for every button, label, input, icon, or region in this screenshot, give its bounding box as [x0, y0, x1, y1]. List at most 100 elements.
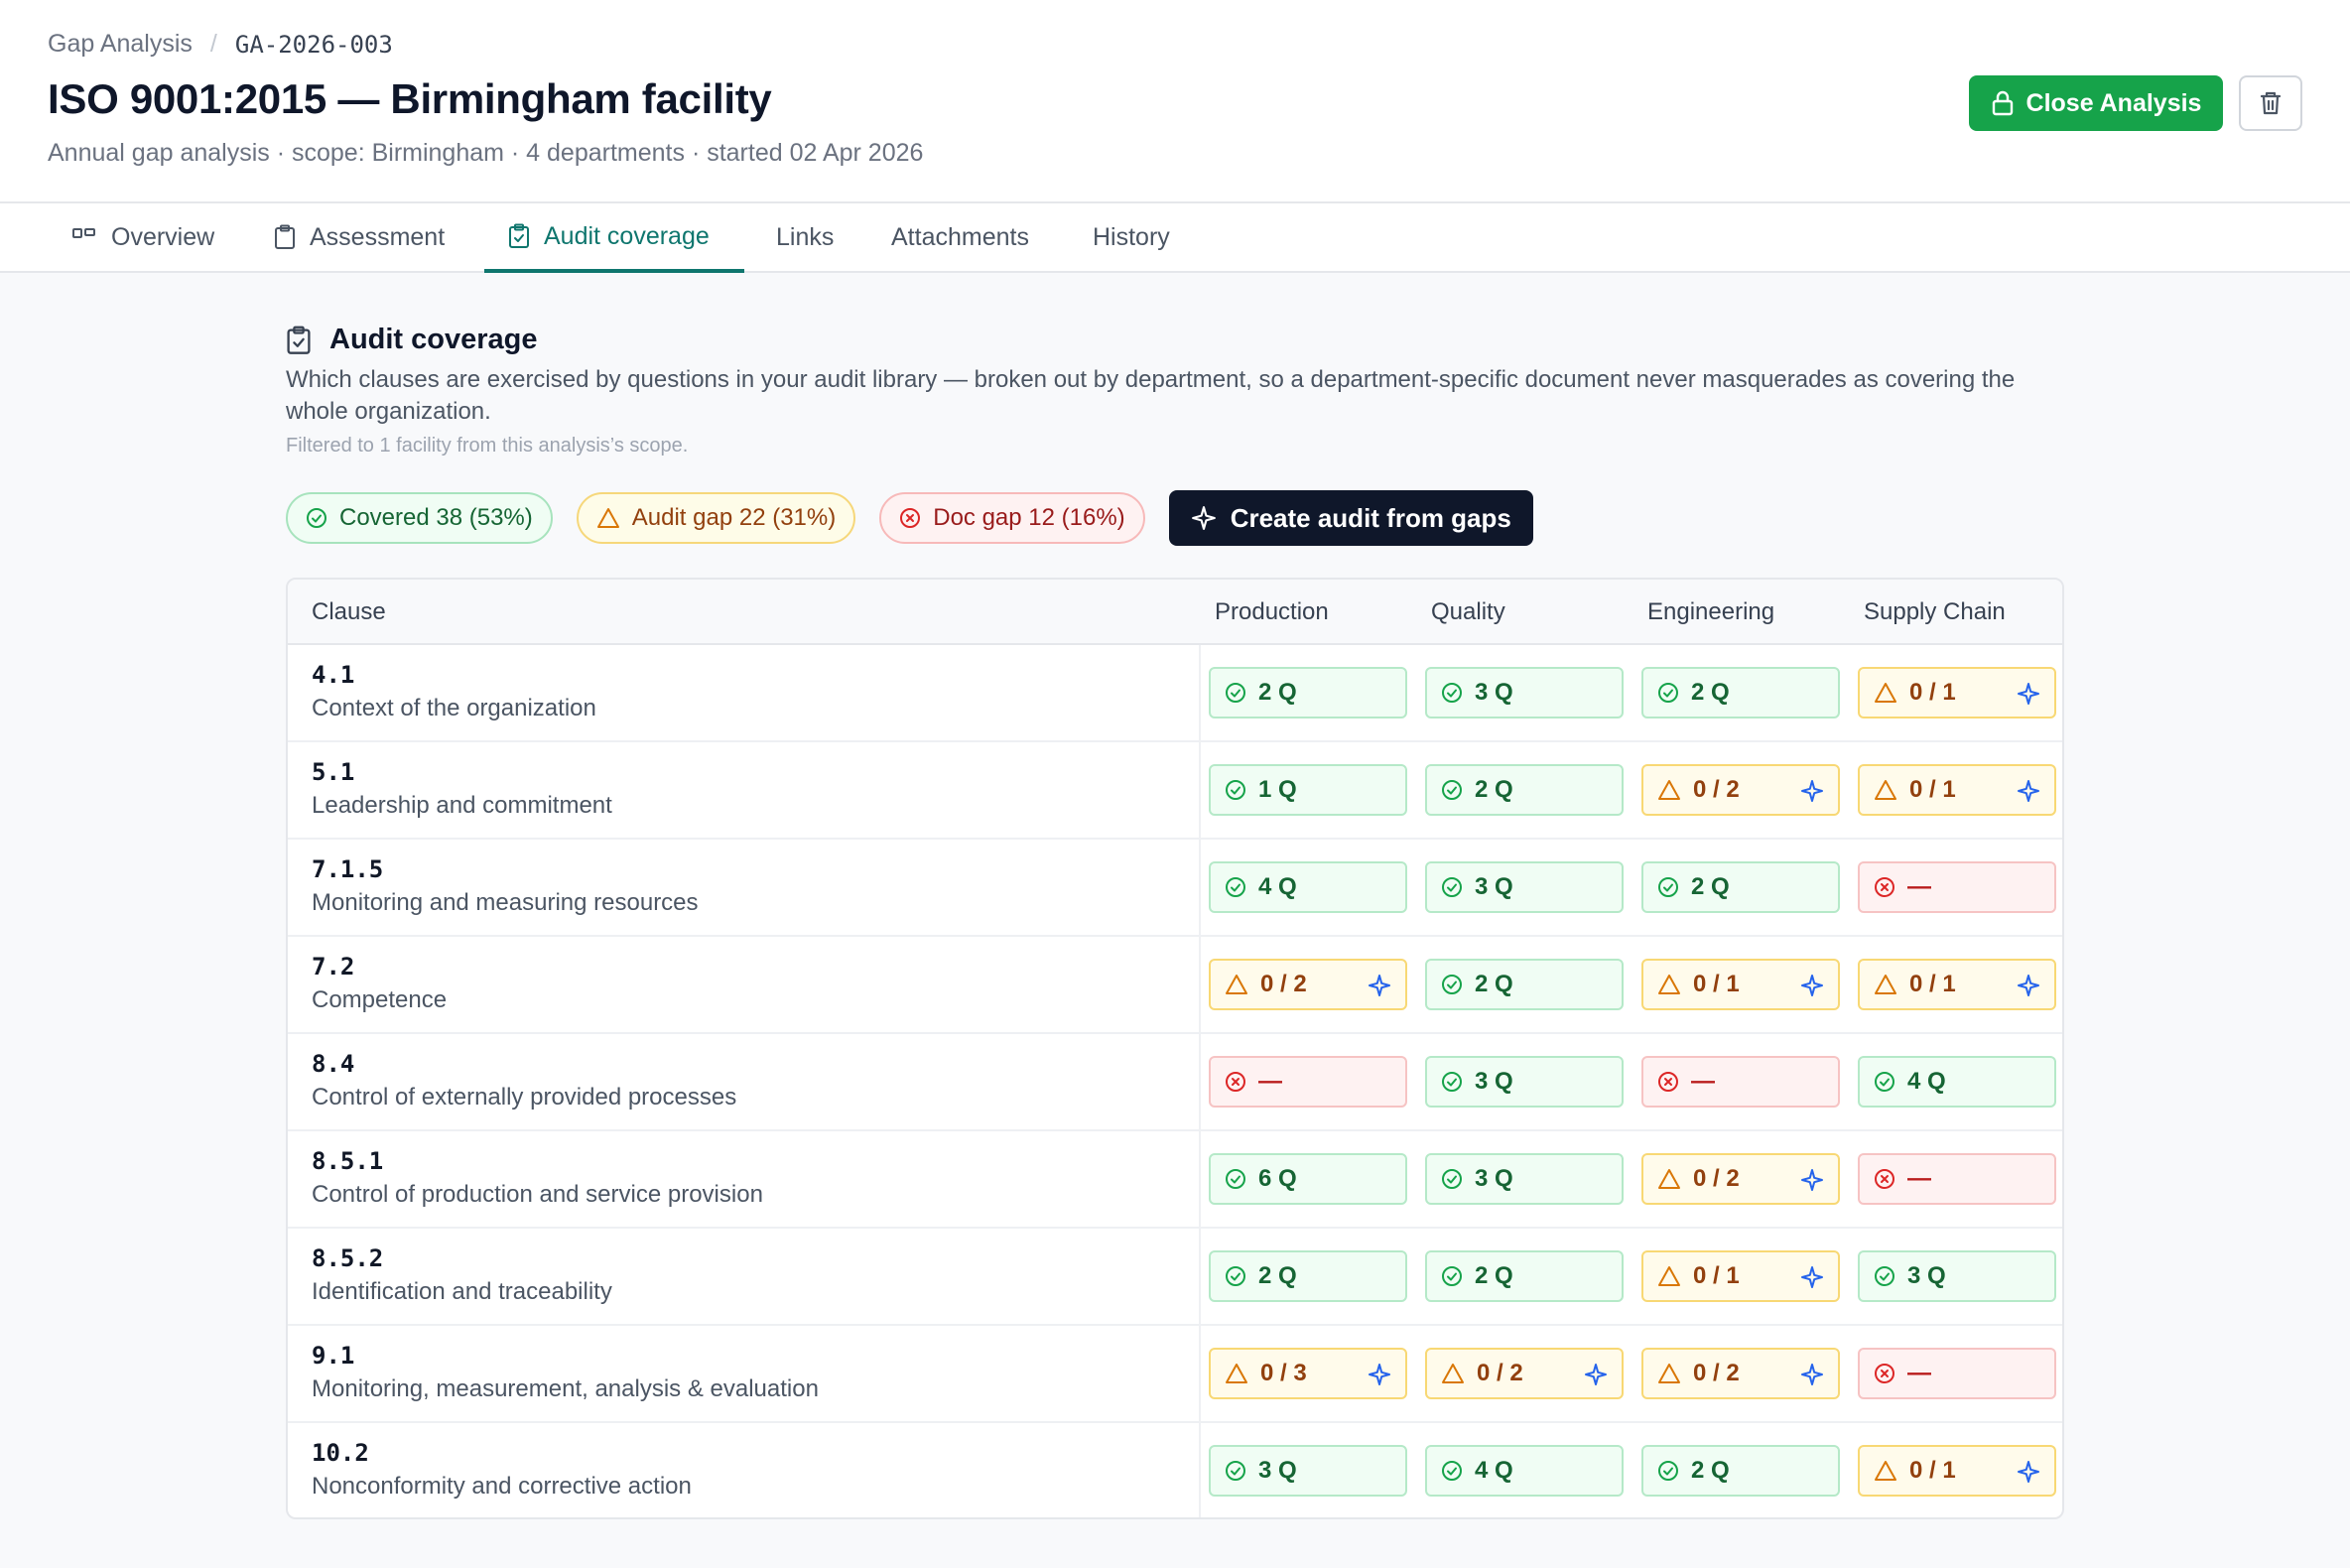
- coverage-cell-production[interactable]: 2 Q: [1209, 1250, 1407, 1302]
- clause-name: Context of the organization: [312, 695, 596, 721]
- coverage-value: —: [1907, 1165, 1931, 1192]
- warning-triangle-icon: [1874, 974, 1897, 995]
- coverage-cell-quality[interactable]: 0 / 2: [1425, 1348, 1624, 1399]
- check-circle-icon: [1225, 876, 1246, 898]
- coverage-value: 2 Q: [1475, 1262, 1513, 1289]
- sparkle-icon[interactable]: [1800, 974, 1824, 997]
- coverage-cell-engineering[interactable]: 2 Q: [1641, 667, 1840, 719]
- sparkle-icon[interactable]: [1800, 1168, 1824, 1192]
- coverage-cell-quality[interactable]: 4 Q: [1425, 1445, 1624, 1497]
- coverage-cell-quality[interactable]: 3 Q: [1425, 1056, 1624, 1108]
- breadcrumb-parent-link[interactable]: Gap Analysis: [48, 30, 193, 58]
- coverage-cell-supply-chain[interactable]: 0 / 1: [1858, 764, 2056, 816]
- sparkle-icon[interactable]: [1800, 1363, 1824, 1386]
- check-circle-icon: [1225, 682, 1246, 704]
- column-divider: [1199, 645, 1201, 1517]
- sparkle-icon[interactable]: [1800, 779, 1824, 803]
- coverage-cell-production[interactable]: 0 / 3: [1209, 1348, 1407, 1399]
- coverage-cell-supply-chain[interactable]: —: [1858, 1348, 2056, 1399]
- sparkle-icon[interactable]: [1368, 974, 1391, 997]
- tab-overview[interactable]: Overview: [48, 203, 238, 271]
- coverage-cell-engineering[interactable]: 0 / 1: [1641, 959, 1840, 1010]
- coverage-cell-supply-chain[interactable]: —: [1858, 861, 2056, 913]
- sparkle-icon[interactable]: [1800, 1265, 1824, 1289]
- coverage-cell-engineering[interactable]: 0 / 2: [1641, 1348, 1840, 1399]
- x-circle-icon: [1657, 1071, 1679, 1093]
- coverage-cell-production[interactable]: 3 Q: [1209, 1445, 1407, 1497]
- doc-gap-badge[interactable]: Doc gap 12 (16%): [879, 492, 1145, 544]
- coverage-value: 3 Q: [1907, 1262, 1946, 1289]
- coverage-cell-engineering[interactable]: 2 Q: [1641, 1445, 1840, 1497]
- page-subtitle: Annual gap analysis · scope: Birmingham …: [48, 139, 924, 167]
- check-circle-icon: [1225, 779, 1246, 801]
- coverage-cell-engineering[interactable]: 0 / 2: [1641, 764, 1840, 816]
- coverage-cell-production[interactable]: 2 Q: [1209, 667, 1407, 719]
- table-row: 9.1 Monitoring, measurement, analysis & e…: [288, 1326, 2062, 1423]
- coverage-cell-engineering[interactable]: 0 / 1: [1641, 1250, 1840, 1302]
- check-circle-icon: [1441, 1071, 1463, 1093]
- tab-assessment[interactable]: Assessment: [250, 203, 468, 271]
- coverage-value: 2 Q: [1691, 679, 1730, 706]
- coverage-value: 2 Q: [1475, 971, 1513, 997]
- coverage-cell-quality[interactable]: 2 Q: [1425, 1250, 1624, 1302]
- coverage-cell-quality[interactable]: 3 Q: [1425, 1153, 1624, 1205]
- tab-attachments-label: Attachments: [891, 222, 1029, 251]
- warning-triangle-icon: [1874, 682, 1897, 704]
- page-title: ISO 9001:2015 — Birmingham facility: [48, 75, 772, 122]
- tab-attachments[interactable]: Attachments: [867, 203, 1053, 271]
- sparkle-icon[interactable]: [1368, 1363, 1391, 1386]
- coverage-cell-production[interactable]: 6 Q: [1209, 1153, 1407, 1205]
- audit-gap-label: Audit gap 22 (31%): [631, 504, 837, 531]
- sparkle-icon[interactable]: [2017, 682, 2040, 706]
- covered-badge[interactable]: Covered 38 (53%): [286, 492, 553, 544]
- coverage-cell-supply-chain[interactable]: —: [1858, 1153, 2056, 1205]
- coverage-value: 0 / 2: [1477, 1360, 1523, 1386]
- grid-icon: [71, 226, 97, 248]
- check-circle-icon: [1225, 1265, 1246, 1287]
- warning-triangle-icon: [1657, 974, 1681, 995]
- coverage-cell-quality[interactable]: 2 Q: [1425, 764, 1624, 816]
- coverage-value: 2 Q: [1691, 1457, 1730, 1484]
- tab-audit-coverage[interactable]: Audit coverage: [484, 203, 744, 273]
- coverage-cell-production[interactable]: —: [1209, 1056, 1407, 1108]
- coverage-cell-engineering[interactable]: 2 Q: [1641, 861, 1840, 913]
- sparkle-icon[interactable]: [1584, 1363, 1608, 1386]
- delete-button[interactable]: [2239, 75, 2302, 131]
- close-analysis-button[interactable]: Close Analysis: [1969, 75, 2223, 131]
- create-audit-from-gaps-button[interactable]: Create audit from gaps: [1168, 490, 1533, 546]
- coverage-value: 2 Q: [1691, 873, 1730, 900]
- coverage-cell-quality[interactable]: 3 Q: [1425, 667, 1624, 719]
- warning-triangle-icon: [1657, 1363, 1681, 1384]
- coverage-cell-engineering[interactable]: —: [1641, 1056, 1840, 1108]
- coverage-cell-supply-chain[interactable]: 3 Q: [1858, 1250, 2056, 1302]
- clause-code: 7.1.5: [312, 855, 384, 883]
- coverage-cell-quality[interactable]: 2 Q: [1425, 959, 1624, 1010]
- check-circle-icon: [306, 507, 327, 529]
- coverage-cell-quality[interactable]: 3 Q: [1425, 861, 1624, 913]
- coverage-cell-supply-chain[interactable]: 4 Q: [1858, 1056, 2056, 1108]
- coverage-value: 4 Q: [1258, 873, 1297, 900]
- coverage-cell-production[interactable]: 0 / 2: [1209, 959, 1407, 1010]
- sparkle-icon[interactable]: [2017, 1460, 2040, 1484]
- x-circle-icon: [899, 507, 921, 529]
- coverage-value: 3 Q: [1475, 873, 1513, 900]
- sparkle-icon[interactable]: [2017, 974, 2040, 997]
- tab-assessment-label: Assessment: [310, 222, 446, 251]
- coverage-cell-production[interactable]: 1 Q: [1209, 764, 1407, 816]
- check-circle-icon: [1441, 779, 1463, 801]
- coverage-value: 0 / 1: [1909, 776, 1956, 803]
- audit-gap-badge[interactable]: Audit gap 22 (31%): [576, 492, 856, 544]
- clause-name: Control of externally provided processes: [312, 1084, 737, 1111]
- tab-links[interactable]: Links: [752, 203, 857, 271]
- clause-name: Monitoring, measurement, analysis & eval…: [312, 1375, 819, 1402]
- coverage-cell-supply-chain[interactable]: 0 / 1: [1858, 1445, 2056, 1497]
- sparkle-icon[interactable]: [2017, 779, 2040, 803]
- summary-bar: Covered 38 (53%) Audit gap 22 (31%) Doc …: [286, 490, 1533, 546]
- coverage-value: 2 Q: [1258, 1262, 1297, 1289]
- coverage-table: Clause Production Quality Engineering Su…: [286, 578, 2064, 1519]
- coverage-cell-production[interactable]: 4 Q: [1209, 861, 1407, 913]
- coverage-cell-engineering[interactable]: 0 / 2: [1641, 1153, 1840, 1205]
- tab-history[interactable]: History: [1069, 203, 1194, 271]
- coverage-cell-supply-chain[interactable]: 0 / 1: [1858, 667, 2056, 719]
- coverage-cell-supply-chain[interactable]: 0 / 1: [1858, 959, 2056, 1010]
